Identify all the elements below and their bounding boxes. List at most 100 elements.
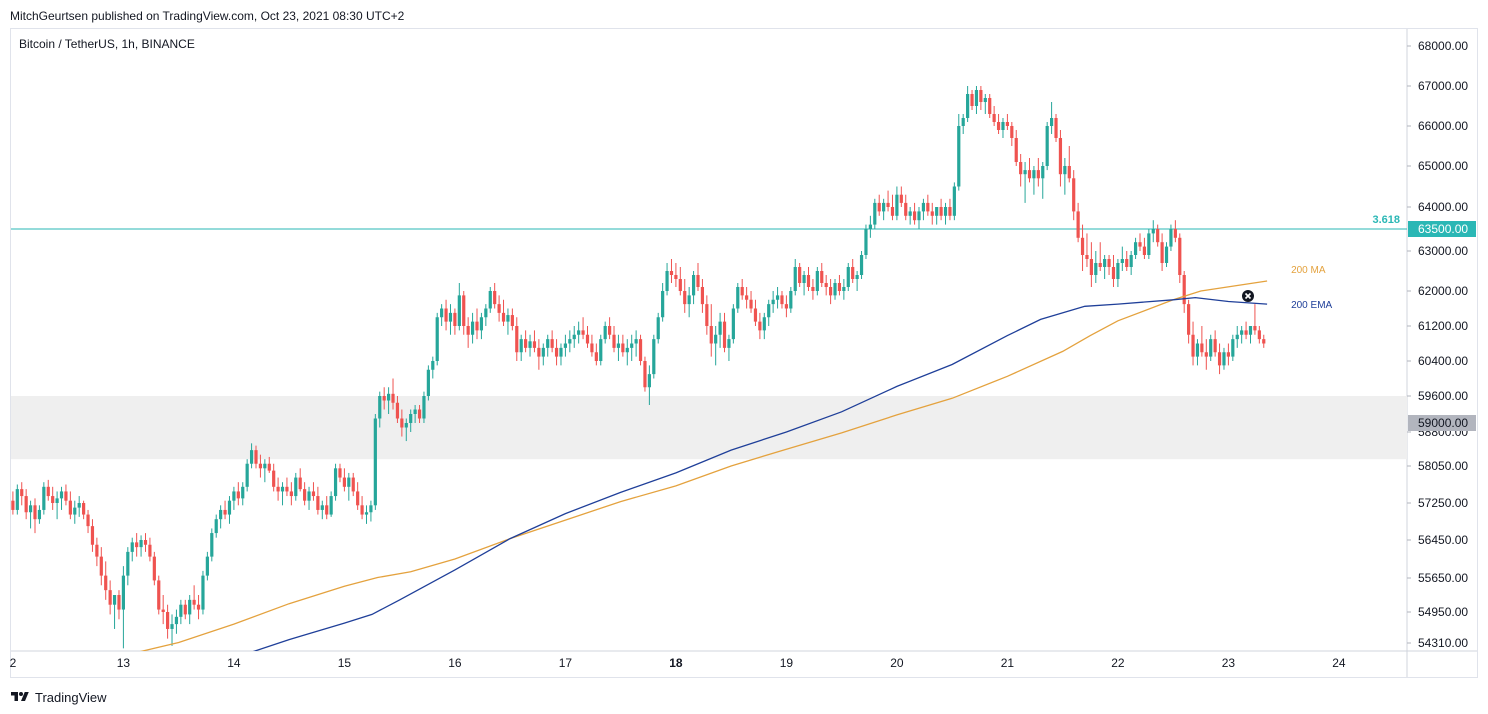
candle-body (174, 616, 179, 625)
y-tick-label: 60400.00 (1418, 354, 1468, 368)
candle-body (289, 491, 293, 497)
candle-body (108, 590, 112, 605)
candle-body (740, 287, 744, 296)
candle-body (46, 486, 50, 497)
tradingview-logo-icon (11, 692, 29, 701)
x-tick-label: 15 (338, 656, 352, 670)
candle-body (603, 326, 607, 340)
candle-body (276, 486, 280, 492)
candle-body (669, 271, 674, 275)
candle-body (210, 533, 214, 557)
candle-body (179, 604, 183, 617)
candle-body (859, 255, 864, 275)
candle-body (1089, 259, 1093, 275)
x-tick-label: 21 (1001, 656, 1015, 670)
candle-body (1240, 330, 1244, 335)
candle-body (356, 491, 360, 506)
x-tick-label: 16 (448, 656, 462, 670)
x-tick-label: 22 (1111, 656, 1125, 670)
candle-body (1032, 170, 1036, 179)
candle-body (718, 321, 722, 335)
candle-body (280, 486, 285, 492)
candle-body (360, 505, 364, 515)
candle-body (219, 509, 223, 520)
candle-body (594, 352, 598, 361)
candle-body (687, 295, 691, 305)
candle-body (329, 496, 333, 515)
candle-body (590, 343, 594, 353)
symbol-label: Bitcoin / TetherUS, 1h, BINANCE (19, 37, 195, 51)
candle-body (444, 308, 448, 322)
candle-body (303, 489, 307, 501)
candle-body (316, 496, 320, 510)
candle-body (20, 489, 24, 497)
candle-body (1164, 246, 1169, 263)
candle-body (758, 321, 762, 331)
candle-body (294, 477, 298, 497)
candle-body (59, 491, 64, 499)
candle-body (1182, 275, 1186, 305)
close-marker-icon[interactable] (1242, 290, 1254, 302)
price-tag-label: 63500.00 (1418, 222, 1468, 236)
candle-body (1116, 263, 1120, 279)
candle-body (749, 299, 753, 309)
candle-body (1111, 267, 1116, 279)
ma-label: 200 MA (1291, 265, 1326, 276)
candle-body (996, 122, 1001, 130)
y-tick-label: 55650.00 (1418, 571, 1468, 585)
footer[interactable]: TradingView (10, 688, 107, 706)
footer-brand: TradingView (35, 689, 107, 705)
y-tick-label: 65000.00 (1418, 159, 1468, 173)
candle-body (157, 580, 161, 610)
candle-body (572, 334, 576, 340)
candle-body (227, 500, 232, 515)
candle-body (1067, 166, 1071, 179)
candle-body (126, 551, 130, 576)
candle-body (524, 339, 528, 348)
y-tick-label: 59600.00 (1418, 389, 1468, 403)
candle-body (466, 326, 470, 335)
candle-body (1107, 259, 1111, 267)
candle-body (1129, 255, 1133, 267)
y-tick-label: 67000.00 (1418, 79, 1468, 93)
plot-area (11, 86, 1268, 651)
candle-body (811, 287, 815, 291)
candle-body (775, 295, 780, 300)
ema-label: 200 EMA (1291, 300, 1332, 311)
candle-body (793, 267, 797, 291)
candle-body (1253, 326, 1257, 331)
candle-body (493, 291, 497, 305)
candle-body (1191, 334, 1195, 357)
candle-body (550, 339, 554, 348)
candle-body (745, 295, 749, 300)
candle-body (1085, 255, 1089, 259)
candle-body (1187, 304, 1191, 335)
candle-body (1041, 166, 1045, 179)
candle-body (921, 202, 926, 212)
candle-body (1080, 237, 1085, 255)
candle-body (829, 287, 833, 296)
candle-body (970, 94, 974, 106)
y-tick-label: 68000.00 (1418, 39, 1468, 53)
candle-body (581, 330, 585, 335)
x-tick-label: 24 (1332, 656, 1346, 670)
candle-body (501, 312, 506, 322)
candle-body (258, 463, 263, 469)
candle-body (541, 347, 545, 357)
candle-body (1244, 330, 1248, 335)
candle-body (899, 194, 903, 203)
candle-body (488, 291, 492, 309)
candle-body (510, 315, 514, 326)
candle-body (400, 418, 404, 428)
candle-body (422, 396, 426, 419)
candle-body (930, 211, 934, 216)
fib-price-tag (1408, 221, 1476, 237)
candle-body (926, 202, 930, 212)
candle-body (992, 114, 996, 122)
candle-body (563, 343, 567, 348)
candle-body (1151, 229, 1155, 234)
y-tick-label: 54310.00 (1418, 636, 1468, 650)
candle-body (638, 339, 643, 361)
candle-body (515, 326, 519, 353)
